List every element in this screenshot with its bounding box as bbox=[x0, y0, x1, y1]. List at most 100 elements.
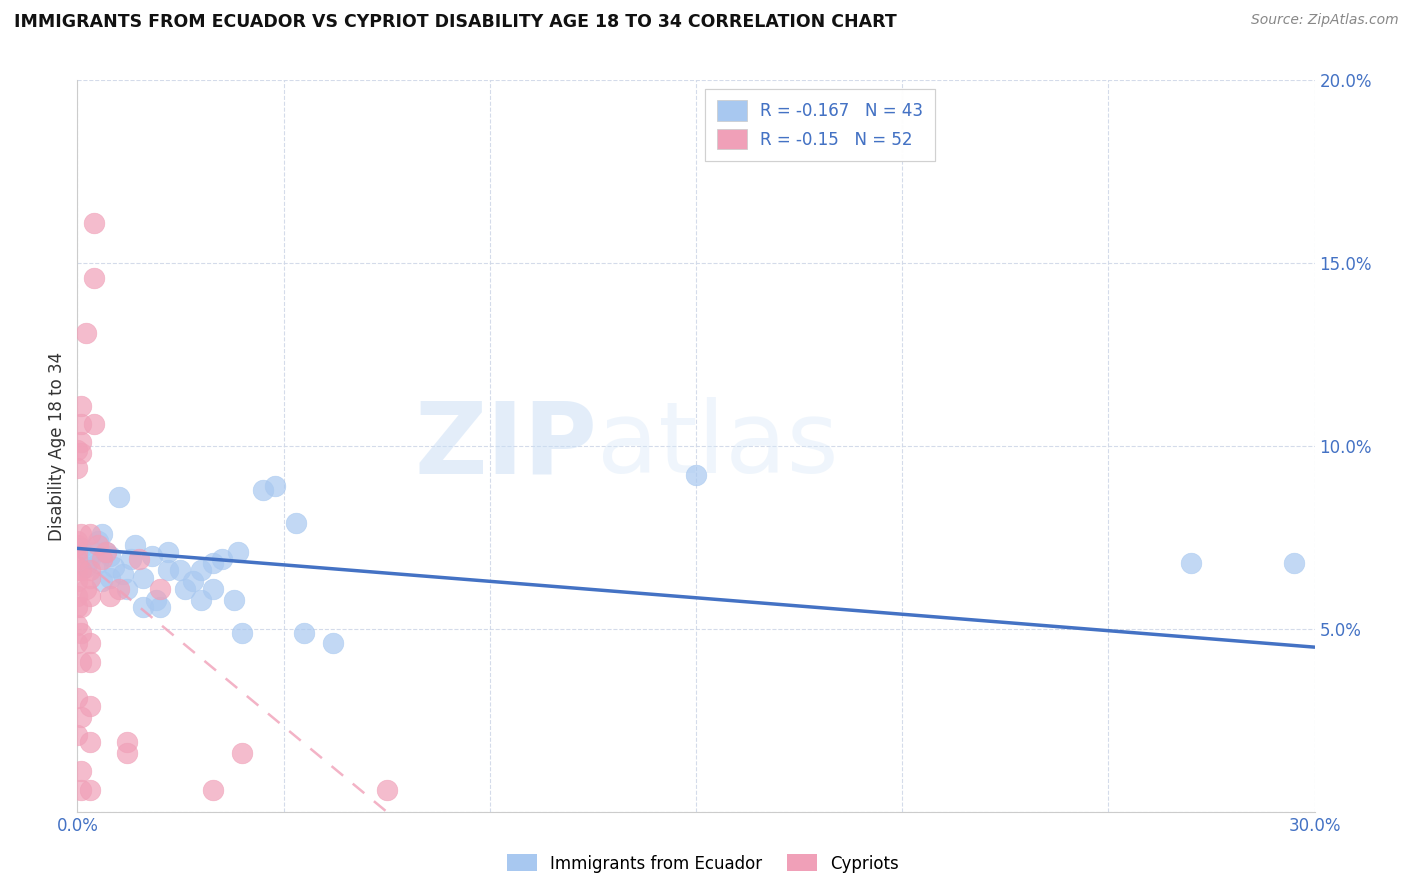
Point bbox=[66, 691, 89, 706]
Point bbox=[149, 582, 172, 596]
Point bbox=[264, 479, 287, 493]
Point bbox=[66, 574, 89, 589]
Point bbox=[98, 589, 121, 603]
Point bbox=[70, 399, 93, 413]
Point bbox=[66, 618, 89, 632]
Point bbox=[70, 782, 93, 797]
Point bbox=[83, 270, 105, 285]
Point bbox=[107, 582, 129, 596]
Point bbox=[79, 589, 101, 603]
Point bbox=[96, 545, 118, 559]
Point bbox=[70, 625, 93, 640]
Point bbox=[103, 559, 125, 574]
Point bbox=[66, 599, 89, 614]
Point bbox=[87, 538, 110, 552]
Point bbox=[70, 764, 93, 779]
Point bbox=[226, 545, 249, 559]
Point bbox=[87, 556, 110, 570]
Point bbox=[70, 709, 93, 723]
Point bbox=[98, 549, 121, 563]
Point bbox=[83, 216, 105, 230]
Point bbox=[79, 782, 101, 797]
Point bbox=[169, 563, 191, 577]
Point bbox=[252, 483, 274, 497]
Point bbox=[75, 559, 97, 574]
Point bbox=[66, 545, 89, 559]
Point bbox=[202, 582, 225, 596]
Y-axis label: Disability Age 18 to 34: Disability Age 18 to 34 bbox=[48, 351, 66, 541]
Point bbox=[79, 526, 101, 541]
Text: Source: ZipAtlas.com: Source: ZipAtlas.com bbox=[1251, 13, 1399, 28]
Point bbox=[190, 563, 212, 577]
Legend: R = -0.167   N = 43, R = -0.15   N = 52: R = -0.167 N = 43, R = -0.15 N = 52 bbox=[706, 88, 935, 161]
Point bbox=[66, 563, 89, 577]
Point bbox=[79, 735, 101, 749]
Point bbox=[98, 571, 121, 585]
Point bbox=[141, 549, 163, 563]
Point bbox=[66, 538, 89, 552]
Point bbox=[181, 574, 204, 589]
Point bbox=[79, 563, 101, 577]
Point bbox=[124, 538, 146, 552]
Point bbox=[375, 782, 398, 797]
Point bbox=[202, 556, 225, 570]
Point bbox=[75, 326, 97, 340]
Point bbox=[107, 490, 129, 504]
Point bbox=[222, 592, 245, 607]
Text: atlas: atlas bbox=[598, 398, 838, 494]
Point bbox=[70, 446, 93, 460]
Point bbox=[66, 442, 89, 457]
Point bbox=[115, 746, 138, 760]
Legend: Immigrants from Ecuador, Cypriots: Immigrants from Ecuador, Cypriots bbox=[501, 847, 905, 880]
Point bbox=[190, 592, 212, 607]
Point bbox=[66, 728, 89, 742]
Point bbox=[79, 552, 101, 566]
Point bbox=[70, 435, 93, 450]
Point bbox=[292, 625, 315, 640]
Point bbox=[685, 468, 707, 483]
Point bbox=[70, 563, 93, 577]
Point bbox=[66, 552, 89, 566]
Point bbox=[145, 592, 167, 607]
Point bbox=[66, 636, 89, 650]
Point bbox=[83, 417, 105, 431]
Point bbox=[322, 636, 344, 650]
Text: ZIP: ZIP bbox=[415, 398, 598, 494]
Point bbox=[83, 545, 105, 559]
Point bbox=[115, 582, 138, 596]
Point bbox=[70, 417, 93, 431]
Point bbox=[70, 655, 93, 669]
Text: IMMIGRANTS FROM ECUADOR VS CYPRIOT DISABILITY AGE 18 TO 34 CORRELATION CHART: IMMIGRANTS FROM ECUADOR VS CYPRIOT DISAB… bbox=[14, 13, 897, 31]
Point bbox=[231, 746, 253, 760]
Point bbox=[70, 526, 93, 541]
Point bbox=[149, 599, 172, 614]
Point bbox=[79, 655, 101, 669]
Point bbox=[1180, 556, 1202, 570]
Point bbox=[173, 582, 195, 596]
Point bbox=[120, 552, 142, 566]
Point bbox=[96, 545, 118, 559]
Point bbox=[284, 516, 307, 530]
Point bbox=[1282, 556, 1305, 570]
Point bbox=[66, 461, 89, 475]
Point bbox=[128, 552, 150, 566]
Point bbox=[132, 599, 155, 614]
Point bbox=[91, 574, 114, 589]
Point bbox=[87, 534, 110, 549]
Point bbox=[75, 582, 97, 596]
Point bbox=[70, 541, 93, 556]
Point bbox=[115, 735, 138, 749]
Point bbox=[157, 545, 180, 559]
Point bbox=[211, 552, 233, 566]
Point bbox=[91, 526, 114, 541]
Point bbox=[70, 599, 93, 614]
Point bbox=[157, 563, 180, 577]
Point bbox=[111, 567, 134, 582]
Point bbox=[66, 589, 89, 603]
Point bbox=[79, 698, 101, 713]
Point bbox=[66, 534, 89, 549]
Point bbox=[79, 571, 101, 585]
Point bbox=[132, 571, 155, 585]
Point bbox=[231, 625, 253, 640]
Point bbox=[91, 552, 114, 566]
